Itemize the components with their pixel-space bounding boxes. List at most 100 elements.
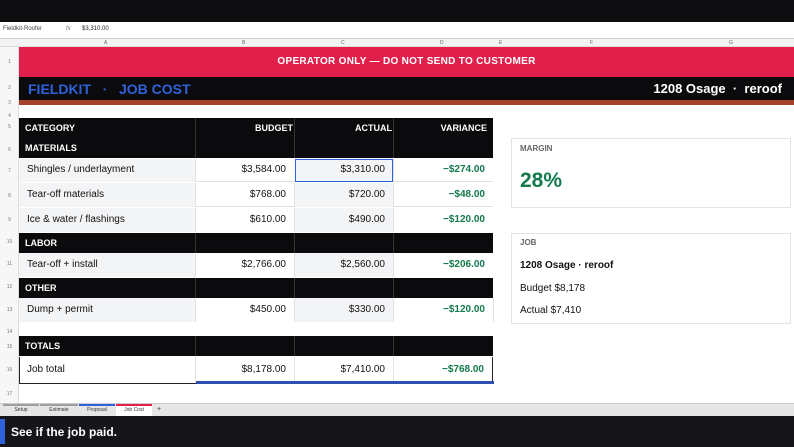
operator-only-banner: OPERATOR ONLY — DO NOT SEND TO CUSTOMER [19,47,794,77]
total-name[interactable]: Job total [27,364,65,375]
tab-job-cost[interactable]: Job Cost [116,404,152,417]
line-budget[interactable]: $3,584.00 [241,164,287,175]
selected-cell[interactable] [295,159,393,182]
column-header-g[interactable]: G [729,40,733,46]
row-header[interactable]: 7 [8,168,11,174]
tab-label: Job Cost [124,407,144,413]
line-variance[interactable]: −$274.00 [443,164,485,175]
section-label: TOTALS [25,341,61,351]
tab-label: Proposal [87,407,107,413]
row-header[interactable]: 3 [8,100,11,106]
app-title: FIELDKIT · JOB COST [28,81,191,97]
line-actual[interactable]: $490.00 [348,214,385,225]
row-header[interactable]: 4 [8,113,11,119]
formula-bar: Fieldkit-Roofer fx $3,310.00 [0,22,794,39]
tab-label: Estimate [49,407,69,413]
section-totals: TOTALS [19,336,493,356]
name-box[interactable]: Fieldkit-Roofer [3,26,43,32]
row-header[interactable]: 16 [6,367,13,373]
spreadsheet-grid: A B C D E F G 1 2 3 4 5 6 7 8 9 10 11 12… [0,39,794,403]
line-actual[interactable]: $3,310.00 [340,164,386,175]
job-name: 1208 Osage · reroof [520,260,614,271]
row-headers: 1 2 3 4 5 6 7 8 9 10 11 12 13 14 15 16 1… [0,47,19,403]
row-header[interactable]: 10 [6,239,13,245]
header-actual: ACTUAL [355,123,392,133]
line-name[interactable]: Dump + permit [27,304,93,315]
row-header[interactable]: 8 [8,193,11,199]
row-header[interactable]: 9 [8,217,11,223]
total-actual[interactable]: $7,410.00 [340,364,386,375]
window-top-bar [0,0,794,22]
line-name[interactable]: Shingles / underlayment [27,164,135,175]
margin-card: MARGIN 28% [511,138,791,208]
margin-label: MARGIN [520,144,553,153]
line-variance[interactable]: −$120.00 [443,214,485,225]
line-name[interactable]: Tear-off materials [27,189,105,200]
tab-proposal[interactable]: Proposal [79,404,115,417]
line-budget[interactable]: $2,766.00 [241,259,287,270]
sheet-tabs-bar: Setup Estimate Proposal Job Cost + [0,403,794,417]
table-row: Ice & water / flashings $610.00 $490.00 … [19,208,493,232]
header-variance: VARIANCE [440,123,487,133]
table-row: Shingles / underlayment $3,584.00 $3,310… [19,159,493,182]
plus-icon: + [156,406,162,413]
row-header[interactable]: 2 [8,85,11,91]
row-header[interactable]: 1 [8,59,11,65]
job-actual: Actual $7,410 [520,305,582,316]
line-name[interactable]: Tear-off + install [27,259,98,270]
margin-value: 28% [520,169,563,192]
job-card: JOB 1208 Osage · reroof Budget $8,178 Ac… [511,233,791,324]
line-budget[interactable]: $768.00 [249,189,286,200]
header-category: CATEGORY [25,123,76,133]
fx-icon: fx [66,26,71,32]
line-variance[interactable]: −$206.00 [443,259,485,270]
row-header[interactable]: 5 [8,124,11,130]
row-header[interactable]: 15 [6,344,13,350]
divider [19,100,794,105]
header-budget: BUDGET [255,123,293,133]
column-headers: A B C D E F G [0,39,794,47]
job-budget: Budget $8,178 [520,283,586,294]
section-materials: MATERIALS [19,138,493,158]
column-header-f[interactable]: F [590,40,594,46]
section-other: OTHER [19,278,493,298]
total-row: Job total $8,178.00 $7,410.00 −$768.00 [19,357,494,384]
row-header[interactable]: 11 [6,261,13,267]
section-label: MATERIALS [25,143,77,153]
caption-bar: See if the job paid. [0,416,794,447]
row-header[interactable]: 17 [6,391,13,397]
add-sheet-button[interactable]: + [153,404,165,417]
total-variance[interactable]: −$768.00 [442,364,484,375]
line-variance[interactable]: −$120.00 [443,304,485,315]
line-actual[interactable]: $2,560.00 [340,259,386,270]
column-header-c[interactable]: C [341,40,345,46]
row-header[interactable]: 12 [6,284,13,290]
column-header-d[interactable]: D [440,40,444,46]
tab-label: Setup [14,407,28,413]
formula-input[interactable]: $3,310.00 [82,26,109,32]
column-header-a[interactable]: A [104,40,108,46]
row-header[interactable]: 6 [8,147,11,153]
line-budget[interactable]: $610.00 [249,214,286,225]
title-bar: FIELDKIT · JOB COST 1208 Osage · reroof [19,77,794,100]
line-actual[interactable]: $720.00 [348,189,385,200]
table-row: Dump + permit $450.00 $330.00 −$120.00 [19,298,494,322]
row-header[interactable]: 13 [6,307,13,313]
section-label: OTHER [25,283,57,293]
section-labor: LABOR [19,233,493,253]
section-label: LABOR [25,238,57,248]
tab-setup[interactable]: Setup [3,404,39,417]
total-budget[interactable]: $8,178.00 [241,364,287,375]
line-actual[interactable]: $330.00 [348,304,385,315]
column-header-e[interactable]: E [499,40,503,46]
table-row: Tear-off + install $2,766.00 $2,560.00 −… [19,253,493,277]
tab-estimate[interactable]: Estimate [40,404,78,417]
job-label: JOB [520,238,537,247]
line-variance[interactable]: −$48.00 [448,189,485,200]
line-name[interactable]: Ice & water / flashings [27,214,125,225]
line-budget[interactable]: $450.00 [249,304,286,315]
table-row: Tear-off materials $768.00 $720.00 −$48.… [19,183,493,207]
caption-accent [0,419,5,444]
column-header-b[interactable]: B [242,40,246,46]
row-header[interactable]: 14 [6,329,13,335]
